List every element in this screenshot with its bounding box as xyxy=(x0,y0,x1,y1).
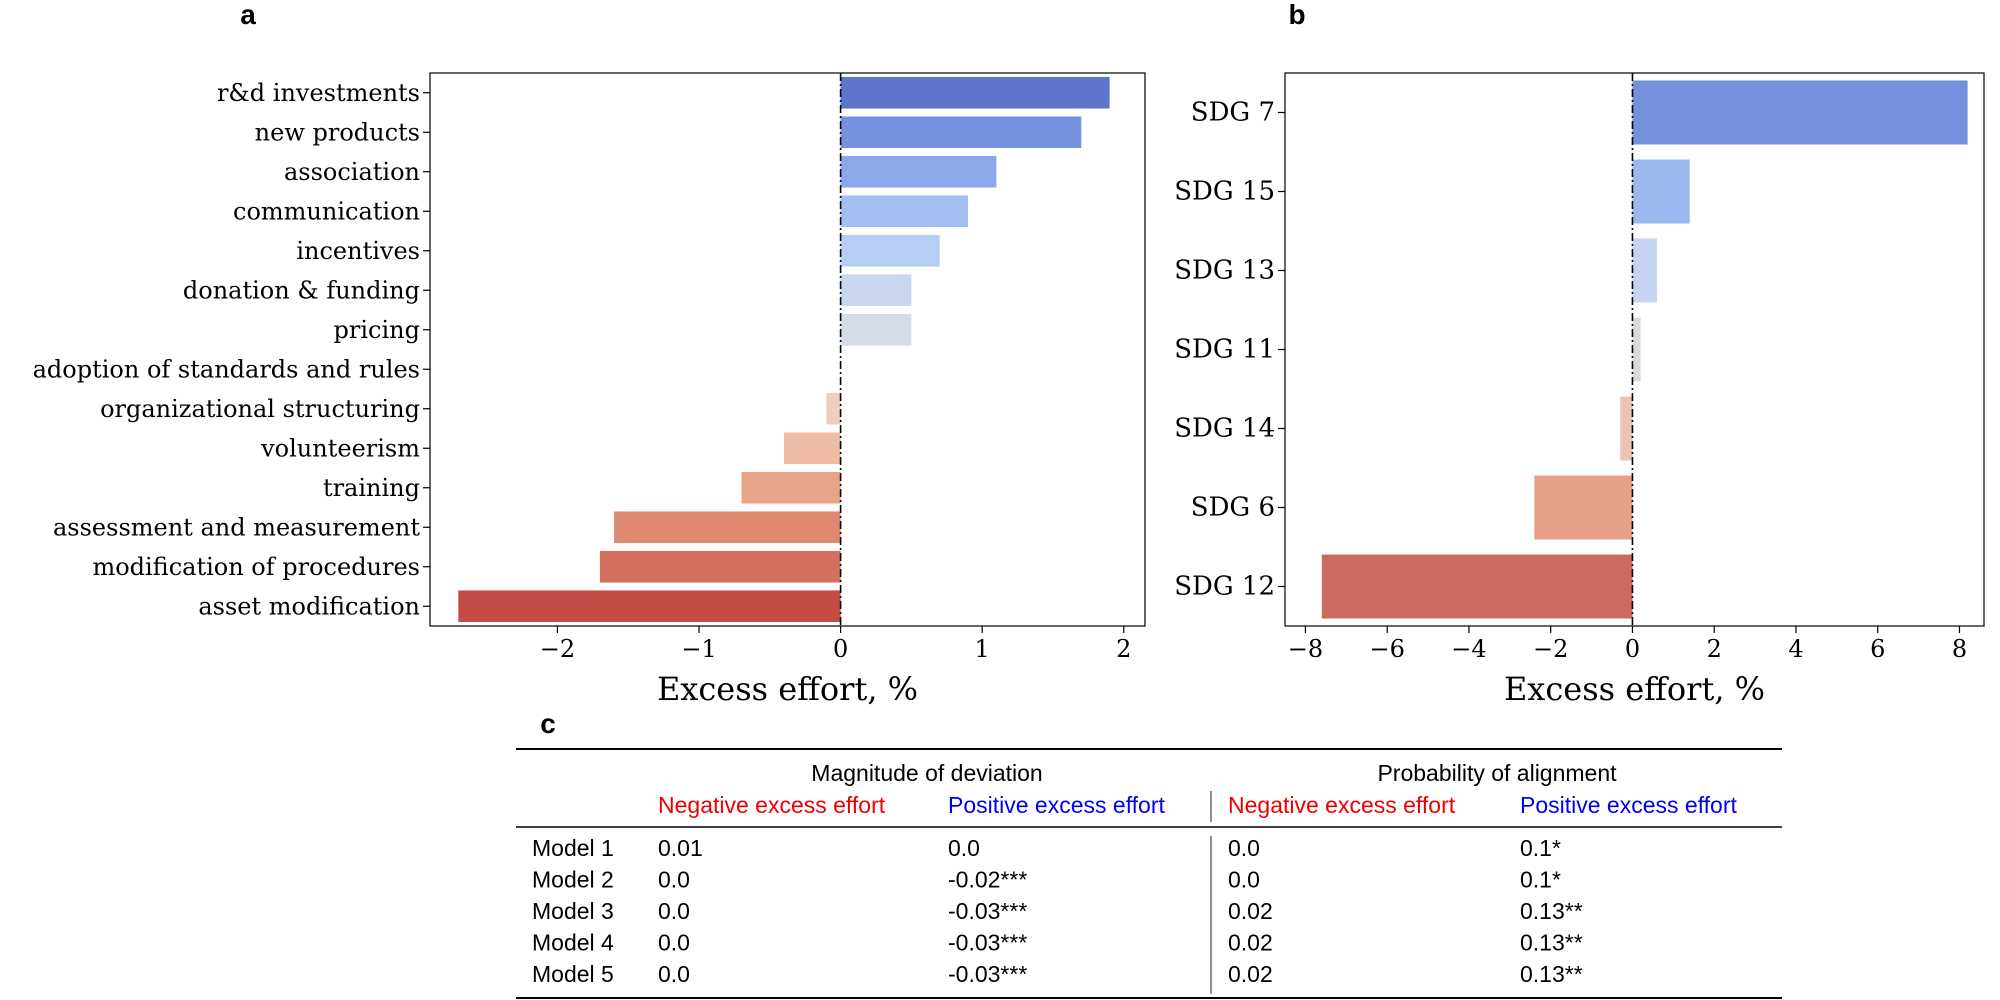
panel-a-bar-chart: r&d investments new products association co… xyxy=(33,72,1146,708)
table-cell: 0.13** xyxy=(1520,898,1583,924)
x-tick-label: 6 xyxy=(1870,635,1885,663)
bar-r-d-investments xyxy=(840,76,1110,109)
x-axis-label: Excess effort, % xyxy=(657,670,918,708)
table-cell: 0.0 xyxy=(658,898,690,924)
x-tick-label: 0 xyxy=(1625,635,1640,663)
row-label: Model 1 xyxy=(532,835,614,861)
x-tick-label: 2 xyxy=(1116,635,1131,663)
bar-assessment-and-measurement xyxy=(614,511,841,544)
category-label: SDG 12 xyxy=(1174,572,1275,602)
x-tick-label: 1 xyxy=(975,635,990,663)
bar-sdg-11 xyxy=(1632,317,1641,382)
x-tick-label: 2 xyxy=(1707,635,1722,663)
category-label: training xyxy=(323,474,420,502)
table-cell: 0.0 xyxy=(658,961,690,987)
bar-sdg-12 xyxy=(1321,554,1633,619)
category-label: r&d investments xyxy=(217,79,420,107)
bar-sdg-13 xyxy=(1632,238,1657,303)
row-label: Model 4 xyxy=(532,930,614,956)
bar-sdg-15 xyxy=(1632,159,1690,224)
bar-pricing xyxy=(840,313,912,346)
category-label: SDG 11 xyxy=(1174,335,1275,365)
category-label: assessment and measurement xyxy=(53,513,420,541)
table-cell: -0.03*** xyxy=(948,930,1027,956)
panel-b-bar-chart: SDG 7 SDG 15 SDG 13 SDG 11 SDG 14 SDG 6 SDG 12… xyxy=(1174,72,1985,708)
category-label: donation & funding xyxy=(183,276,420,304)
subheader-probability-negative: Negative excess effort xyxy=(1228,792,1456,818)
table-cell: 0.0 xyxy=(658,930,690,956)
subheader-magnitude-negative: Negative excess effort xyxy=(658,792,886,818)
table-cell: -0.02*** xyxy=(948,867,1027,893)
x-tick-label: −8 xyxy=(1288,635,1323,663)
plot-frame xyxy=(429,72,1146,627)
subheader-probability-positive: Positive excess effort xyxy=(1520,792,1738,818)
table-cell: 0.0 xyxy=(658,867,690,893)
category-label: SDG 13 xyxy=(1174,256,1275,286)
category-label: communication xyxy=(233,197,420,225)
row-label: Model 2 xyxy=(532,867,614,893)
x-axis-label: Excess effort, % xyxy=(1504,670,1765,708)
table-cell: 0.13** xyxy=(1520,961,1583,987)
category-label: incentives xyxy=(296,237,420,265)
x-tick-label: −1 xyxy=(681,635,716,663)
category-label: volunteerism xyxy=(260,434,420,462)
table-cell: 0.13** xyxy=(1520,930,1583,956)
bar-association xyxy=(840,155,997,188)
x-tick-label: 0 xyxy=(833,635,848,663)
x-tick-label: −2 xyxy=(1533,635,1568,663)
table-cell: 0.01 xyxy=(658,835,703,861)
bar-sdg-7 xyxy=(1632,80,1968,145)
category-label: new products xyxy=(255,118,420,146)
table-cell: 0.1* xyxy=(1520,867,1561,893)
group-header-probability: Probability of alignment xyxy=(1377,760,1617,786)
x-tick-label: 8 xyxy=(1952,635,1967,663)
bar-donation-funding xyxy=(840,274,912,307)
category-label: SDG 15 xyxy=(1174,177,1275,207)
bar-new-products xyxy=(840,116,1082,149)
x-tick-label: −6 xyxy=(1369,635,1404,663)
bar-sdg-14 xyxy=(1620,396,1633,461)
category-label: modification of procedures xyxy=(92,553,420,581)
table-cell: 0.02 xyxy=(1228,961,1273,987)
bar-sdg-6 xyxy=(1534,475,1633,540)
table-cell: 0.0 xyxy=(1228,867,1260,893)
table-cell: 0.02 xyxy=(1228,898,1273,924)
bar-volunteerism xyxy=(783,432,841,465)
category-label: organizational structuring xyxy=(100,395,420,423)
bar-incentives xyxy=(840,234,940,267)
category-label: SDG 6 xyxy=(1191,493,1275,523)
table-cell: -0.03*** xyxy=(948,898,1027,924)
category-label: SDG 7 xyxy=(1191,98,1275,128)
table-cell: 0.0 xyxy=(1228,835,1260,861)
category-label: adoption of standards and rules xyxy=(33,355,420,383)
panel-label-b: b xyxy=(1288,0,1305,30)
table-cell: 0.02 xyxy=(1228,930,1273,956)
bar-asset-modification xyxy=(458,590,841,623)
x-tick-label: 4 xyxy=(1788,635,1803,663)
table-cell: 0.1* xyxy=(1520,835,1561,861)
bar-organizational-structuring xyxy=(826,392,841,425)
subheader-magnitude-positive: Positive excess effort xyxy=(948,792,1166,818)
category-label: SDG 14 xyxy=(1174,414,1275,444)
category-label: asset modification xyxy=(198,592,420,620)
group-header-magnitude: Magnitude of deviation xyxy=(811,760,1042,786)
table-cell: -0.03*** xyxy=(948,961,1027,987)
panel-label-c: c xyxy=(540,708,556,739)
bar-communication xyxy=(840,195,969,228)
x-tick-label: −2 xyxy=(540,635,575,663)
plot-frame xyxy=(1284,72,1985,627)
row-label: Model 3 xyxy=(532,898,614,924)
bar-training xyxy=(741,471,841,504)
x-tick-label: −4 xyxy=(1451,635,1486,663)
row-label: Model 5 xyxy=(532,961,614,987)
table-cell: 0.0 xyxy=(948,835,980,861)
category-label: association xyxy=(284,158,420,186)
category-label: pricing xyxy=(334,316,420,344)
panel-label-a: a xyxy=(240,0,256,30)
bar-modification-of-procedures xyxy=(599,550,841,583)
panel-c-regression-table: Magnitude of deviation Probability of ali… xyxy=(516,748,1782,999)
